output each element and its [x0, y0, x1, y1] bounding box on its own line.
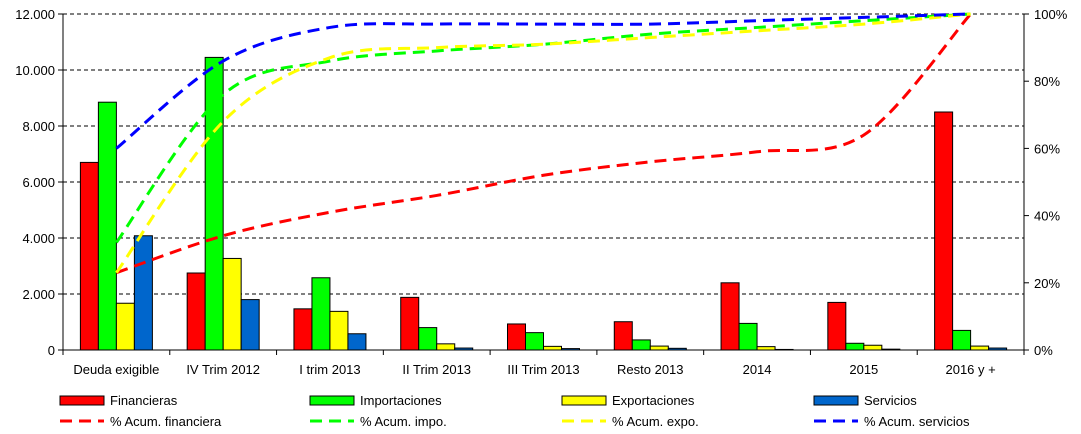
legend-label: % Acum. expo. [612, 414, 699, 429]
x-tick-label: Deuda exigible [73, 362, 159, 377]
bar-importaciones [311, 277, 331, 351]
y-right-tick-label: 60% [1034, 141, 1060, 156]
bar-financieras [720, 282, 740, 351]
gridlines [63, 13, 1024, 295]
y-left-tick-label: 8.000 [22, 119, 55, 134]
x-tick-label: 2015 [849, 362, 878, 377]
y-right-tick-label: 40% [1034, 209, 1060, 224]
bar-importaciones [952, 329, 972, 351]
bar-exportaciones [329, 310, 349, 351]
y-left-tick-labels: 0 2.000 4.000 6.000 8.000 10.000 12.000 [15, 7, 55, 358]
bar-financieras [293, 308, 313, 351]
bar-importaciones [738, 322, 758, 351]
bar-importaciones [845, 342, 865, 351]
legend-item-line: % Acum. financiera [60, 414, 222, 429]
legend-item-servicios: Servicios [813, 393, 917, 408]
legend-item-financieras: Financieras [59, 393, 178, 408]
bar-financieras [507, 323, 526, 351]
bars [79, 56, 1008, 351]
bar-exportaciones [863, 344, 883, 351]
legend-label: % Acum. impo. [360, 414, 447, 429]
bar-exportaciones [543, 345, 562, 351]
y-left-tick-label: 12.000 [15, 7, 55, 22]
x-tick-label: 2016 y + [945, 362, 995, 377]
bar-importaciones [525, 332, 544, 351]
bar-exportaciones [756, 346, 776, 351]
y-right-tick-label: 100% [1034, 7, 1068, 22]
bar-financieras [400, 296, 420, 351]
legend-item-line: % Acum. impo. [310, 414, 447, 429]
y-right-tick-label: 20% [1034, 276, 1060, 291]
legend-label: Importaciones [360, 393, 442, 408]
x-tick-label: III Trim 2013 [507, 362, 579, 377]
y-left-tick-label: 6.000 [22, 175, 55, 190]
bar-financieras [934, 111, 954, 351]
y-left-tick-label: 10.000 [15, 63, 55, 78]
legend-swatch [309, 395, 355, 406]
x-tick-label: Resto 2013 [617, 362, 684, 377]
legend-item-exportaciones: Exportaciones [561, 393, 695, 408]
legend-label: Servicios [864, 393, 917, 408]
bar-financieras [79, 161, 99, 351]
y-left-tick-label: 0 [48, 343, 55, 358]
x-tick-label: IV Trim 2012 [186, 362, 260, 377]
bar-servicios [133, 235, 153, 351]
line-% Acum. expo. [115, 12, 971, 274]
bar-importaciones [418, 327, 438, 351]
bar-exportaciones [222, 257, 242, 351]
bar-importaciones [97, 101, 117, 351]
y-right-tick-label: 80% [1034, 74, 1060, 89]
legend-swatch [813, 395, 859, 406]
bar-exportaciones [436, 343, 456, 351]
legend-label: % Acum. servicios [864, 414, 970, 429]
x-tick-labels: Deuda exigible IV Trim 2012 I trim 2013 II … [73, 362, 995, 377]
y-left-tick-label: 4.000 [22, 231, 55, 246]
axes [58, 13, 1029, 355]
bar-exportaciones [970, 345, 990, 351]
legend-label: % Acum. financiera [110, 414, 222, 429]
x-tick-label: I trim 2013 [299, 362, 360, 377]
bar-exportaciones [649, 345, 669, 351]
bar-exportaciones [115, 302, 135, 351]
bar-servicios [347, 333, 367, 351]
bar-financieras [827, 301, 847, 351]
legend-item-importaciones: Importaciones [309, 393, 442, 408]
y-right-tick-labels: 0% 20% 40% 60% 80% 100% [1034, 7, 1068, 358]
legend-label: Financieras [110, 393, 178, 408]
x-tick-label: 2014 [743, 362, 772, 377]
x-tick-label: II Trim 2013 [402, 362, 471, 377]
legend-swatch [59, 395, 105, 406]
legend-label: Exportaciones [612, 393, 695, 408]
y-left-tick-label: 2.000 [22, 287, 55, 302]
legend: Financieras Importaciones Exportaciones Ser… [59, 393, 970, 429]
line-% Acum. impo. [115, 12, 971, 244]
bar-servicios [240, 299, 260, 351]
cumulative-lines [115, 12, 972, 275]
y-right-tick-label: 0% [1034, 343, 1053, 358]
legend-item-line: % Acum. expo. [562, 414, 699, 429]
bar-financieras [613, 321, 633, 351]
line-% Acum. financiera [115, 13, 972, 275]
bar-importaciones [631, 339, 651, 351]
line-% Acum. servicios [115, 12, 971, 150]
legend-item-line: % Acum. servicios [814, 414, 970, 429]
legend-swatch [561, 395, 607, 406]
bar-financieras [186, 272, 206, 351]
